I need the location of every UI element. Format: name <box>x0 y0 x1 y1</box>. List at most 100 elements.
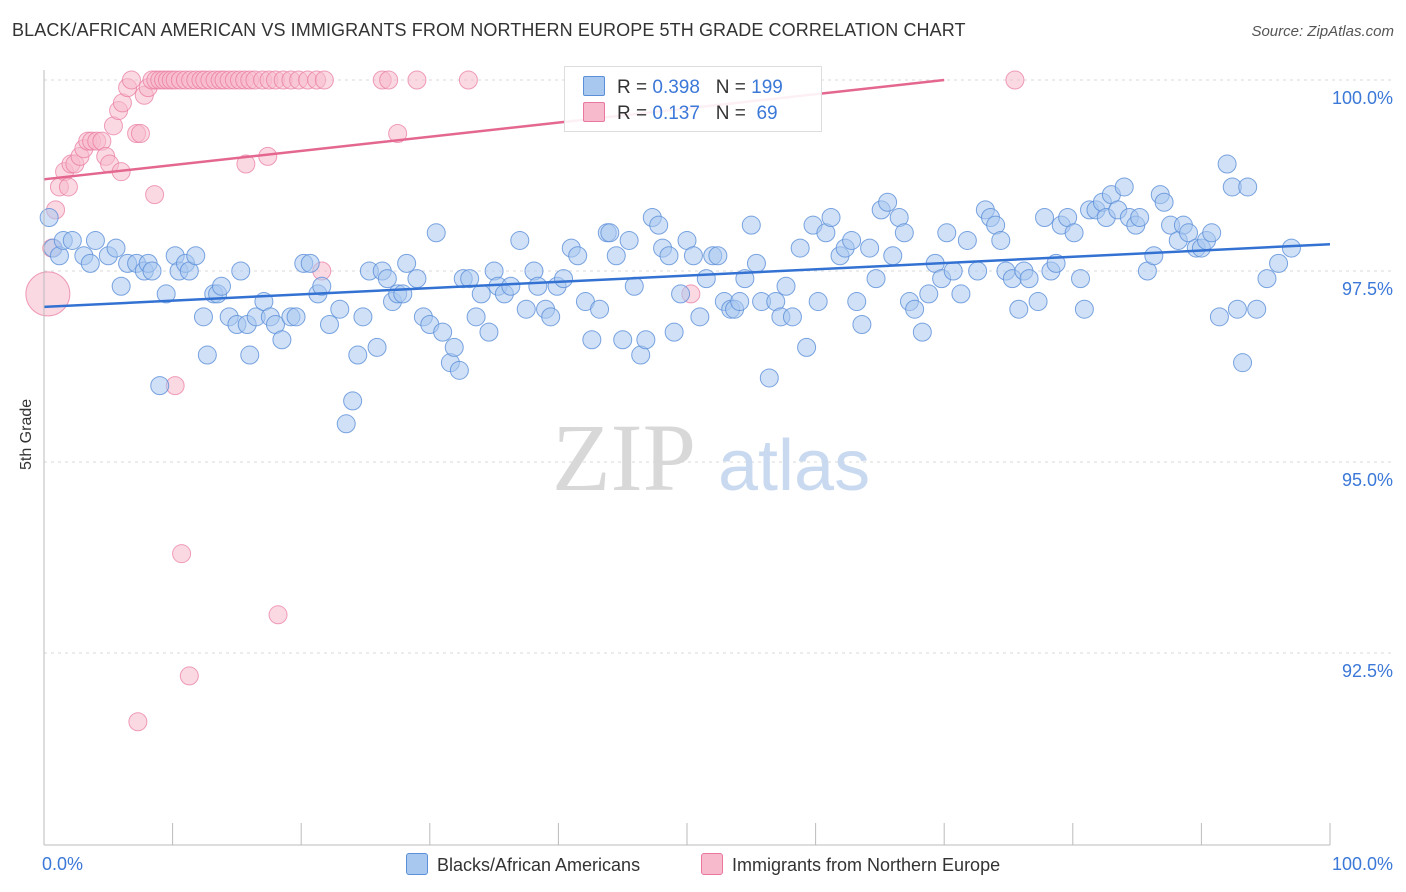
blue-point <box>319 314 339 334</box>
x-tick-label-0: 0.0% <box>42 854 83 874</box>
legend-label-pink: Immigrants from Northern Europe <box>732 855 1001 875</box>
blue-point <box>377 269 397 289</box>
y-tick-label-1: 95.0% <box>1342 470 1393 490</box>
blue-point <box>397 253 417 273</box>
blue-point <box>39 208 59 228</box>
blue-point <box>1009 299 1029 319</box>
x-tick-label-1: 100.0% <box>1332 854 1393 874</box>
blue-point <box>1064 223 1084 243</box>
blue-point <box>554 269 574 289</box>
pink-point <box>179 666 199 686</box>
stats-pink-r-value: 0.137 <box>652 103 700 124</box>
blue-point <box>957 230 977 250</box>
pink-point <box>130 123 150 143</box>
stats-row-pink: R = 0.137 N = 69 <box>583 102 778 126</box>
blue-point <box>510 230 530 250</box>
pink-point <box>236 154 256 174</box>
blue-point <box>582 330 602 350</box>
legend-item-blue[interactable]: Blacks/African Americans <box>406 853 640 876</box>
pink-point <box>379 70 399 90</box>
blue-point <box>1238 177 1258 197</box>
blue-point <box>300 253 320 273</box>
blue-point <box>433 322 453 342</box>
blue-point <box>211 276 231 296</box>
blue-point <box>106 238 126 258</box>
blue-point <box>1114 177 1134 197</box>
stats-pink-n-label: N = <box>715 103 746 124</box>
blue-point <box>1144 246 1164 266</box>
pink-point <box>388 123 408 143</box>
blue-point <box>808 292 828 312</box>
blue-point <box>312 276 332 296</box>
blue-point <box>912 322 932 342</box>
blue-point <box>568 246 588 266</box>
blue-point <box>746 253 766 273</box>
pink-point <box>145 185 165 205</box>
blue-point <box>821 208 841 228</box>
blue-point <box>449 360 469 380</box>
blue-point <box>659 246 679 266</box>
blue-point <box>111 276 131 296</box>
blue-series <box>39 154 1301 434</box>
blue-point <box>741 215 761 235</box>
blue-point <box>905 299 925 319</box>
blue-point <box>460 269 480 289</box>
blue-point <box>878 192 898 212</box>
pink-point <box>268 605 288 625</box>
blue-point <box>759 368 779 388</box>
blue-point <box>937 223 957 243</box>
pink-point <box>121 70 141 90</box>
blue-point <box>1074 299 1094 319</box>
blue-point <box>624 276 644 296</box>
legend-item-pink[interactable]: Immigrants from Northern Europe <box>701 853 1000 876</box>
legend: Blacks/African Americans Immigrants from… <box>0 850 1406 880</box>
blue-point <box>272 330 292 350</box>
blue-point <box>951 284 971 304</box>
blue-trend-line <box>43 243 1331 309</box>
pink-point <box>458 70 478 90</box>
legend-swatch-pink <box>701 853 723 875</box>
blue-point <box>1202 223 1222 243</box>
stats-pink-r-label: R = <box>617 103 648 124</box>
blue-point <box>943 261 963 281</box>
blue-point <box>541 307 561 327</box>
blue-point <box>619 230 639 250</box>
blue-point <box>894 223 914 243</box>
blue-point <box>883 246 903 266</box>
blue-point <box>231 261 251 281</box>
blue-point <box>479 322 499 342</box>
stats-blue-n-label: N = <box>715 77 746 98</box>
blue-point <box>353 307 373 327</box>
blue-point <box>1217 154 1237 174</box>
blue-point <box>776 276 796 296</box>
blue-point <box>866 269 886 289</box>
blue-point <box>528 276 548 296</box>
blue-point <box>407 269 427 289</box>
blue-point <box>466 307 486 327</box>
blue-point <box>501 276 521 296</box>
y-tick-label-2: 97.5% <box>1342 279 1393 299</box>
blue-point <box>330 299 350 319</box>
y-tick-label-3: 100.0% <box>1332 88 1393 108</box>
stats-blue-r-label: R = <box>617 77 648 98</box>
blue-point <box>286 307 306 327</box>
blue-point <box>696 269 716 289</box>
blue-point <box>1028 292 1048 312</box>
pink-point <box>172 544 192 564</box>
watermark: ZIP atlas <box>552 404 870 511</box>
blue-point <box>343 391 363 411</box>
blue-point <box>664 322 684 342</box>
stats-blue-r-value: 0.398 <box>652 77 700 98</box>
blue-point <box>1130 208 1150 228</box>
blue-point <box>193 307 213 327</box>
blue-point <box>730 292 750 312</box>
blue-point <box>62 230 82 250</box>
blue-point <box>991 230 1011 250</box>
stats-row-blue: R = 0.398 N = 199 <box>583 76 783 100</box>
blue-point <box>150 376 170 396</box>
stats-pink-n-value: 69 <box>756 103 778 124</box>
blue-point <box>348 345 368 365</box>
blue-point <box>919 284 939 304</box>
blue-point <box>240 345 260 365</box>
